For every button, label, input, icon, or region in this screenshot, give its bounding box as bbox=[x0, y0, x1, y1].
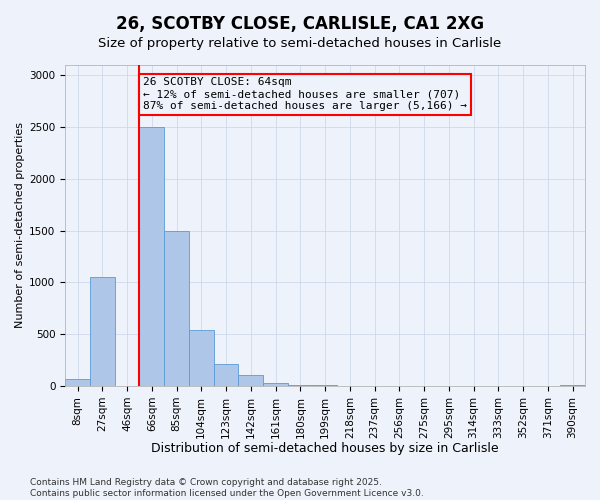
Bar bbox=[139, 127, 164, 386]
Bar bbox=[214, 364, 238, 386]
Bar bbox=[288, 385, 313, 386]
Bar bbox=[164, 230, 189, 386]
Bar bbox=[189, 330, 214, 386]
X-axis label: Distribution of semi-detached houses by size in Carlisle: Distribution of semi-detached houses by … bbox=[151, 442, 499, 455]
Bar bbox=[90, 278, 115, 386]
Text: Contains HM Land Registry data © Crown copyright and database right 2025.
Contai: Contains HM Land Registry data © Crown c… bbox=[30, 478, 424, 498]
Bar bbox=[263, 383, 288, 386]
Text: 26, SCOTBY CLOSE, CARLISLE, CA1 2XG: 26, SCOTBY CLOSE, CARLISLE, CA1 2XG bbox=[116, 15, 484, 33]
Text: 26 SCOTBY CLOSE: 64sqm
← 12% of semi-detached houses are smaller (707)
87% of se: 26 SCOTBY CLOSE: 64sqm ← 12% of semi-det… bbox=[143, 78, 467, 110]
Bar bbox=[238, 374, 263, 386]
Y-axis label: Number of semi-detached properties: Number of semi-detached properties bbox=[15, 122, 25, 328]
Bar bbox=[65, 378, 90, 386]
Text: Size of property relative to semi-detached houses in Carlisle: Size of property relative to semi-detach… bbox=[98, 38, 502, 51]
